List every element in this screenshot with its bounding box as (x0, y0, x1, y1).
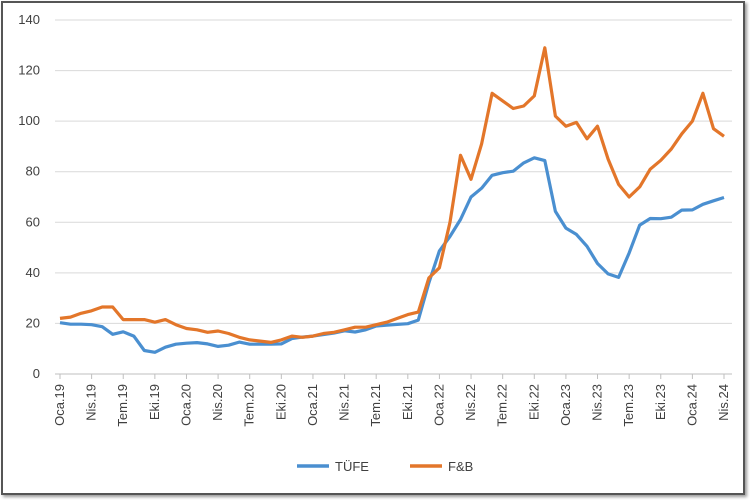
x-tick-label: Nis.23 (590, 384, 605, 421)
x-tick-label: Eki.21 (400, 384, 415, 420)
x-tick-label: Eki.23 (653, 384, 668, 420)
y-tick-label: 40 (26, 265, 40, 280)
series-line-fb (59, 46, 725, 344)
x-tick-label: Tem.23 (621, 384, 636, 427)
x-tick-label: Eki.19 (147, 384, 162, 420)
x-tick-label: Oca.24 (684, 384, 699, 426)
y-tick-label: 60 (26, 214, 40, 229)
x-tick-label: Oca.21 (305, 384, 320, 426)
y-tick-label: 80 (26, 164, 40, 179)
series-line-tufe (59, 156, 725, 354)
y-tick-label: 140 (18, 12, 40, 27)
x-tick-label: Oca.23 (558, 384, 573, 426)
x-tick-label: Tem.22 (495, 384, 510, 427)
x-tick-label: Eki.20 (273, 384, 288, 420)
x-tick-label: Tem.20 (242, 384, 257, 427)
x-tick-label: Oca.22 (431, 384, 446, 426)
legend-label: F&B (448, 459, 473, 474)
y-tick-label: 120 (18, 63, 40, 78)
x-tick-label: Nis.20 (210, 384, 225, 421)
x-tick-label: Nis.24 (716, 384, 731, 421)
x-tick-label: Eki.22 (526, 384, 541, 420)
x-tick-label: Oca.20 (178, 384, 193, 426)
y-tick-label: 0 (33, 366, 40, 381)
legend-label: TÜFE (335, 459, 369, 474)
y-tick-label: 20 (26, 315, 40, 330)
x-tick-label: Tem.21 (368, 384, 383, 427)
x-tick-label: Oca.19 (52, 384, 67, 426)
x-tick-label: Tem.19 (115, 384, 130, 427)
x-tick-label: Nis.21 (337, 384, 352, 421)
x-tick-label: Nis.22 (463, 384, 478, 421)
y-tick-label: 100 (18, 113, 40, 128)
x-tick-label: Nis.19 (84, 384, 99, 421)
